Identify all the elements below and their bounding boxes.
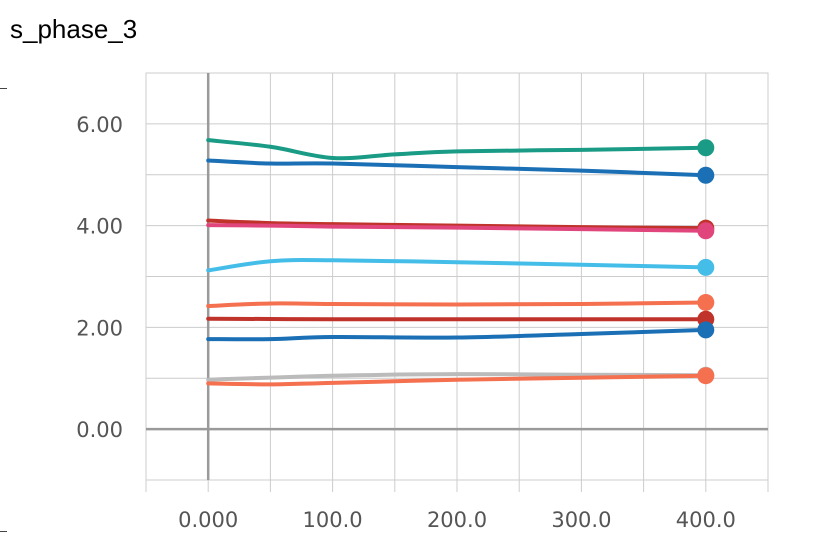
series-end-point-5 xyxy=(697,258,715,276)
series-line-2 xyxy=(206,158,708,178)
series-end-point-1 xyxy=(697,139,715,157)
series-line-7 xyxy=(206,316,708,322)
grid-lines xyxy=(145,72,769,481)
x-tick-label: 100.0 xyxy=(303,508,363,532)
series-lines xyxy=(206,138,715,387)
series-line-5 xyxy=(206,258,708,273)
series-end-point-4 xyxy=(697,222,715,240)
series-line-1 xyxy=(206,138,708,161)
left-edge-tick-top xyxy=(0,88,7,89)
x-tick-label: 200.0 xyxy=(427,508,487,532)
series-line-9 xyxy=(206,372,708,382)
series-end-point-2 xyxy=(697,166,715,184)
tick-labels: 0.000 100.0 200.0 300.0 400.0 0.00 2.00 4.00 6.0… xyxy=(76,113,736,532)
chart-title: s_phase_3 xyxy=(10,14,138,44)
series-line-10 xyxy=(206,373,708,387)
y-tick-label: 0.00 xyxy=(76,418,123,442)
series-line-8 xyxy=(206,327,708,342)
x-tick-label: 0.000 xyxy=(178,508,238,532)
series-end-point-8 xyxy=(697,321,715,339)
y-tick-label: 6.00 xyxy=(76,113,123,137)
x-tick-label: 300.0 xyxy=(551,508,611,532)
series-line-3 xyxy=(206,218,708,231)
y-tick-label: 2.00 xyxy=(76,316,123,340)
series-line-4 xyxy=(206,223,708,233)
x-tick-label: 400.0 xyxy=(676,508,736,532)
series-end-point-6 xyxy=(697,293,715,311)
series-end-point-10 xyxy=(697,367,715,385)
left-edge-tick-bottom xyxy=(0,531,7,532)
y-tick-label: 4.00 xyxy=(76,215,123,239)
series-line-6 xyxy=(206,300,708,309)
